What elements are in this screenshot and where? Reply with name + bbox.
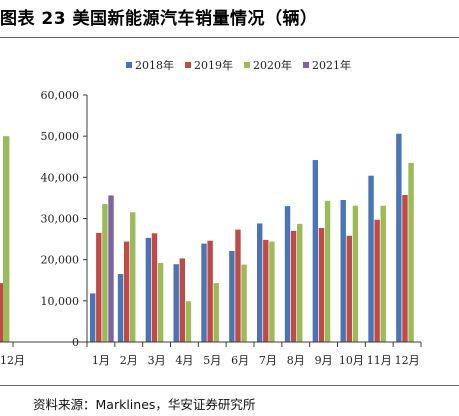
bar — [402, 195, 408, 342]
legend-label: 2021年 — [312, 58, 351, 72]
x-tick-label: 6月 — [231, 354, 249, 367]
legend-swatch — [244, 62, 250, 68]
bar-series — [90, 133, 414, 342]
bar — [380, 205, 386, 342]
bar — [151, 233, 158, 342]
legend-label: 2019年 — [194, 58, 233, 72]
x-tick-label: 2月 — [120, 354, 138, 367]
bar — [102, 204, 108, 342]
fragment-bar — [0, 283, 5, 342]
bar — [318, 227, 325, 342]
chart-title: 图表 23 美国新能源汽车销量情况（辆） — [0, 9, 318, 29]
legend-label: 2020年 — [253, 58, 292, 72]
bar — [145, 237, 152, 342]
bar — [324, 200, 331, 342]
bar — [123, 241, 130, 342]
legend-label: 2018年 — [135, 58, 174, 72]
x-tick-label: 3月 — [148, 354, 166, 367]
bar — [297, 223, 303, 342]
bar — [201, 243, 207, 342]
bar — [229, 251, 235, 342]
y-tick-label: 60,000 — [41, 89, 80, 102]
bar — [346, 235, 352, 342]
fragment-bar — [3, 136, 10, 342]
bar — [90, 293, 96, 342]
x-tick-label: 5月 — [203, 354, 221, 367]
bar — [368, 175, 374, 342]
x-tick-label: 4月 — [175, 354, 193, 367]
bar — [235, 229, 241, 342]
title-divider — [0, 37, 459, 38]
source-divider — [0, 385, 459, 386]
legend-swatch — [185, 62, 191, 68]
bar — [117, 274, 124, 342]
bar — [185, 301, 192, 342]
x-axis: 1月 2月 3月 4月 5月 6月 7月 8月 9月 10月 11月 12月 — [0, 341, 422, 367]
x-tick-label: 10月 — [339, 354, 364, 367]
x-tick-label: 8月 — [287, 354, 305, 367]
x-tick-label: 11月 — [367, 354, 392, 367]
fragment-tick-label: 12月 — [0, 354, 25, 367]
bar — [290, 230, 297, 342]
bar — [213, 283, 219, 342]
y-tick-label: 40,000 — [41, 171, 80, 184]
x-tick-label: 1月 — [92, 354, 110, 367]
bar — [179, 258, 185, 342]
y-tick-label: 10,000 — [41, 295, 80, 308]
bar — [241, 264, 247, 342]
bar — [263, 239, 269, 342]
bar — [157, 262, 164, 342]
chart-legend: 2018年 2019年 2020年 2021年 — [126, 58, 351, 72]
previous-chart-fragment: 12月 — [0, 136, 25, 367]
bar — [340, 199, 346, 342]
bar — [173, 264, 179, 342]
x-tick-label: 9月 — [315, 354, 333, 367]
bar — [284, 206, 291, 342]
bar — [130, 212, 136, 342]
x-tick-label: 12月 — [395, 354, 420, 367]
bar — [108, 195, 114, 342]
bar — [257, 223, 263, 342]
legend-swatch — [303, 62, 309, 68]
legend-swatch — [126, 62, 132, 68]
y-tick-label: 20,000 — [41, 254, 80, 267]
bar — [408, 162, 414, 342]
bar — [312, 160, 319, 342]
y-tick-label: 50,000 — [41, 130, 80, 143]
bar — [269, 241, 275, 342]
bar — [374, 219, 380, 342]
y-tick-label: 30,000 — [41, 213, 80, 226]
title-bar: 图表 23 美国新能源汽车销量情况（辆） — [0, 0, 459, 38]
bar — [396, 133, 402, 342]
bar — [352, 205, 359, 342]
source-note: 资料来源：Marklines，华安证券研究所 — [33, 397, 256, 412]
x-tick-label: 7月 — [259, 354, 277, 367]
bar — [96, 232, 102, 342]
bar — [207, 240, 213, 342]
